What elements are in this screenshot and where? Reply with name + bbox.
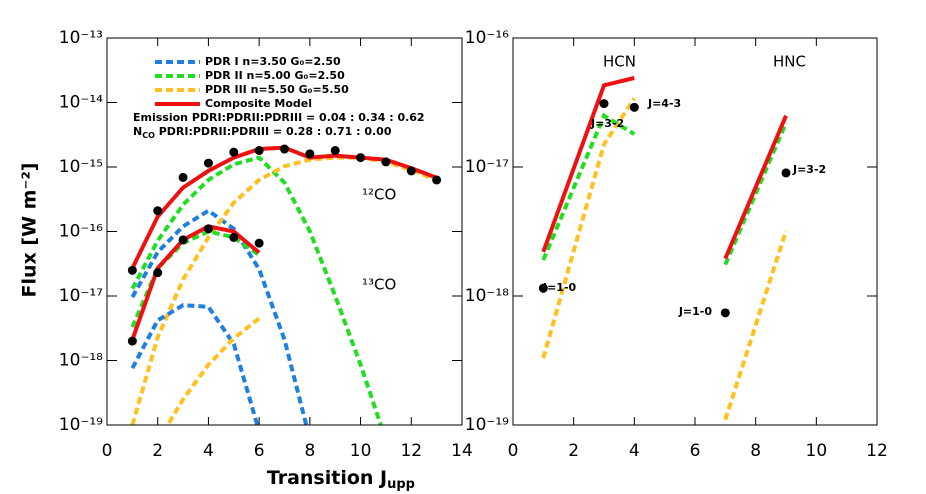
- x-tick-label: 12: [866, 441, 888, 461]
- x-tick-label: 10: [806, 441, 828, 461]
- x-tick-label: 4: [203, 441, 214, 461]
- y-tick-label: 10⁻¹⁷: [59, 286, 103, 306]
- x-axis-label-sub: upp: [387, 477, 415, 492]
- data-point: [229, 147, 239, 157]
- annotation: HCN: [603, 53, 636, 71]
- point-label: J=3-2: [792, 163, 826, 176]
- y-tick-label: 10⁻¹³: [59, 28, 103, 48]
- y-tick-label: 10⁻¹⁹: [59, 415, 103, 435]
- data-point: [254, 238, 264, 248]
- data-point: [538, 283, 548, 293]
- y-axis-label: Flux [W m⁻²]: [19, 163, 41, 298]
- note-sub: CO: [142, 131, 155, 140]
- legend-label: Composite Model: [205, 97, 312, 110]
- legend-label: PDR I n=3.50 G₀=2.50: [205, 55, 341, 68]
- model-line: [723, 114, 788, 260]
- model-line: [541, 76, 635, 253]
- x-axis-label-main: Transition J: [267, 467, 387, 489]
- model-line: [541, 97, 636, 359]
- panel: [541, 76, 788, 421]
- legend-label: PDR II n=5.00 G₀=2.50: [205, 69, 345, 82]
- y-tick-label: 10⁻¹⁸: [59, 351, 103, 371]
- y-tick-label: 10⁻¹⁴: [59, 93, 103, 113]
- model-line: [723, 122, 788, 266]
- x-tick-label: 0: [508, 441, 519, 461]
- x-tick-label: 8: [750, 441, 761, 461]
- data-point: [629, 102, 639, 112]
- model-line: [130, 208, 309, 425]
- x-tick-label: 2: [568, 441, 579, 461]
- panel: [130, 145, 438, 425]
- y-tick-label: 10⁻¹⁵: [59, 157, 103, 177]
- x-tick-label: 6: [254, 441, 265, 461]
- plot-area: [541, 76, 788, 421]
- data-point: [599, 99, 609, 109]
- model-line: [130, 303, 260, 425]
- data-point: [153, 268, 163, 278]
- x-tick-label: 12: [400, 441, 422, 461]
- model-line: [130, 155, 383, 425]
- data-point: [280, 144, 289, 154]
- point-label: J=1-0: [542, 281, 577, 294]
- data-point: [381, 157, 391, 167]
- x-tick-label: 0: [102, 441, 113, 461]
- x-tick-label: 10: [350, 441, 372, 461]
- data-point: [203, 224, 213, 234]
- model-line: [165, 316, 261, 425]
- x-tick-label: 2: [152, 441, 163, 461]
- data-point: [178, 235, 188, 245]
- y-tick-label: 10⁻¹⁹: [465, 415, 509, 435]
- x-tick-label: 6: [690, 441, 701, 461]
- model-line: [130, 224, 261, 341]
- data-point: [229, 232, 239, 242]
- point-label: J=4-3: [647, 97, 681, 110]
- data-point: [305, 149, 315, 159]
- y-tick-label: 10⁻¹⁸: [465, 286, 509, 306]
- point-label: J=1-0: [678, 305, 713, 318]
- x-tick-label: 8: [304, 441, 315, 461]
- data-point: [781, 168, 791, 178]
- data-point: [406, 166, 416, 176]
- note-main: N: [133, 125, 142, 138]
- model-line: [130, 229, 261, 328]
- y-tick-label: 10⁻¹⁶: [465, 28, 509, 48]
- data-point: [203, 158, 213, 168]
- model-line: [541, 112, 636, 261]
- data-point: [330, 146, 340, 156]
- x-tick-label: 4: [629, 441, 640, 461]
- data-point: [356, 153, 366, 163]
- annotation: ¹²CO: [362, 186, 396, 204]
- plot-frame: [512, 37, 878, 426]
- plot-area: [130, 145, 438, 425]
- note-rest: PDRI:PDRII:PDRIII = 0.28 : 0.71 : 0.00: [155, 125, 392, 138]
- x-tick-label: 14: [451, 441, 473, 461]
- note: Emission PDRI:PDRII:PDRIII = 0.04 : 0.34…: [133, 111, 425, 124]
- data-point: [432, 175, 442, 185]
- data-point: [178, 172, 188, 182]
- data-point: [254, 146, 264, 156]
- data-point: [127, 336, 137, 346]
- data-point: [720, 308, 730, 318]
- y-tick-label: 10⁻¹⁶: [59, 222, 103, 242]
- annotation: ¹³CO: [362, 276, 396, 294]
- y-tick-label: 10⁻¹⁷: [465, 157, 509, 177]
- point-label: J=3-2: [590, 117, 624, 130]
- legend-label: PDR III n=5.50 G₀=5.50: [205, 83, 349, 96]
- annotation: HNC: [773, 53, 806, 71]
- x-axis-label: Transition Jupp: [267, 467, 415, 492]
- data-point: [153, 206, 163, 216]
- note: NCO PDRI:PDRII:PDRIII = 0.28 : 0.71 : 0.…: [133, 125, 392, 140]
- model-line: [723, 230, 788, 421]
- data-point: [127, 265, 137, 275]
